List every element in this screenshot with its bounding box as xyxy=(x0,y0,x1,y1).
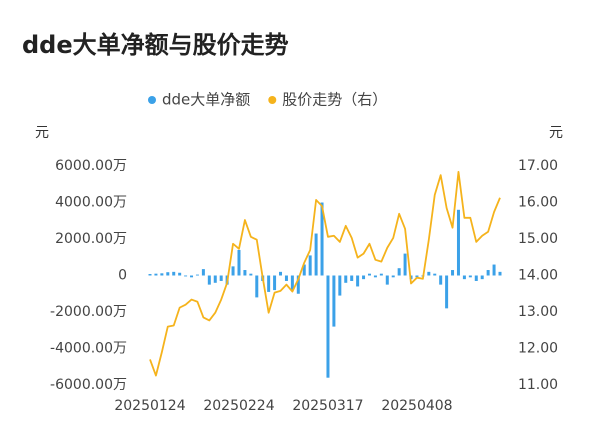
y-tick-label: -6000.00万 xyxy=(50,377,127,393)
legend-marker xyxy=(268,96,277,104)
y2-tick-label: 11.00 xyxy=(518,377,558,393)
bar xyxy=(326,275,330,378)
bar xyxy=(178,272,182,276)
y2-tick-label: 16.00 xyxy=(518,195,558,211)
bar xyxy=(356,275,360,287)
bar xyxy=(255,275,259,298)
bar xyxy=(237,249,241,276)
bar xyxy=(231,266,235,276)
bar xyxy=(148,274,152,276)
bar xyxy=(338,275,342,296)
y-tick-label: 6000.00万 xyxy=(55,158,127,174)
bar xyxy=(362,275,366,280)
x-tick-label: 20250124 xyxy=(114,398,185,414)
bar xyxy=(296,275,300,294)
legend-marker xyxy=(148,96,156,104)
price-line xyxy=(149,170,501,377)
legend-label: dde大单净额 xyxy=(162,91,250,109)
bar xyxy=(249,273,253,276)
bar xyxy=(468,275,472,278)
bar xyxy=(373,275,377,278)
bar xyxy=(207,275,211,285)
bar xyxy=(284,275,288,281)
bar xyxy=(160,273,164,276)
bar xyxy=(267,275,271,292)
y-tick-label: 0 xyxy=(118,268,127,284)
bar xyxy=(486,270,490,276)
y2-tick-label: 15.00 xyxy=(518,231,558,247)
bar xyxy=(379,273,383,276)
x-tick-label: 20250408 xyxy=(381,398,452,414)
bar xyxy=(451,270,455,276)
bar xyxy=(243,270,247,276)
bar xyxy=(219,275,223,281)
bar xyxy=(427,271,431,276)
x-tick-label: 20250224 xyxy=(203,398,274,414)
bar xyxy=(385,275,389,285)
x-tick-label: 20250317 xyxy=(292,398,363,414)
bar xyxy=(195,274,199,276)
y2-tick-label: 14.00 xyxy=(518,268,558,284)
bar xyxy=(213,275,217,283)
bar xyxy=(415,275,419,278)
y2-tick-label: 17.00 xyxy=(518,158,558,174)
bar xyxy=(445,275,449,309)
chart-title: dde大单净额与股价走势 xyxy=(22,31,289,59)
bar xyxy=(273,275,277,291)
y2-tick-label: 13.00 xyxy=(518,304,558,320)
y-tick-label: -2000.00万 xyxy=(50,304,127,320)
bar xyxy=(166,272,170,276)
bar xyxy=(498,271,502,276)
y2-tick-label: 12.00 xyxy=(518,341,558,357)
bar xyxy=(433,273,437,276)
bar xyxy=(190,275,194,278)
bar xyxy=(314,233,318,276)
bar xyxy=(279,271,283,276)
y-tick-label: -4000.00万 xyxy=(50,341,127,357)
bar xyxy=(154,273,158,276)
bar xyxy=(308,255,312,276)
bar xyxy=(462,275,466,280)
bar xyxy=(344,275,348,283)
y-unit: 元 xyxy=(35,125,49,141)
bar xyxy=(391,275,395,278)
y2-unit: 元 xyxy=(549,125,563,141)
bar xyxy=(367,273,371,276)
y-tick-label: 2000.00万 xyxy=(55,231,127,247)
bar xyxy=(492,264,496,276)
bar xyxy=(474,275,478,281)
bar xyxy=(403,253,407,276)
bar xyxy=(480,275,484,280)
bar xyxy=(201,269,205,276)
bar xyxy=(172,271,176,276)
y-tick-label: 4000.00万 xyxy=(55,195,127,211)
bar xyxy=(397,268,401,276)
bar xyxy=(456,209,460,276)
bar xyxy=(290,275,294,291)
bar xyxy=(439,275,443,285)
bar xyxy=(184,275,188,277)
bar xyxy=(350,275,354,281)
bar xyxy=(332,275,336,327)
legend-label: 股价走势（右） xyxy=(282,91,387,109)
bar xyxy=(302,264,306,276)
bar xyxy=(320,202,324,276)
